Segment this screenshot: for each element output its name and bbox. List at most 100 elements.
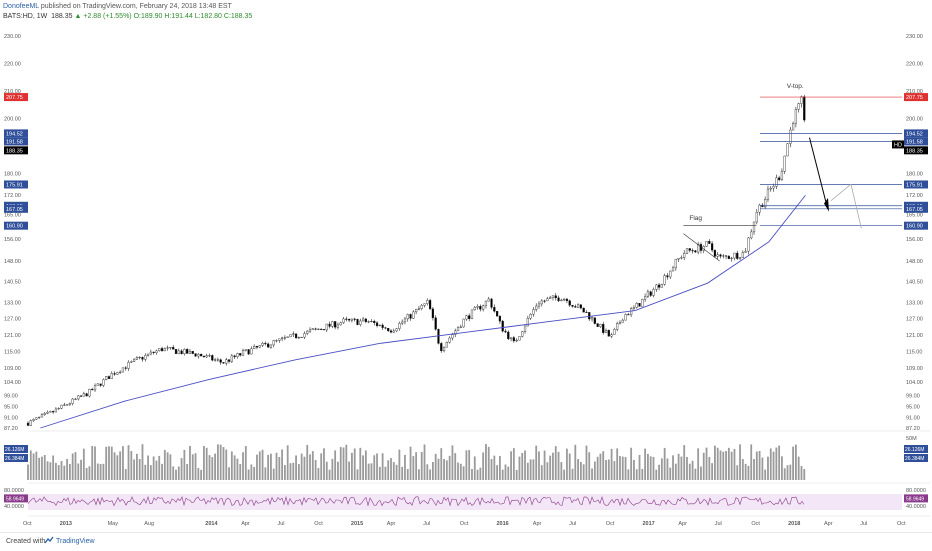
candle-body [554, 295, 557, 299]
volume-bar [149, 465, 152, 480]
candle-body [278, 338, 281, 341]
candle-body [77, 395, 80, 400]
candle-body [160, 348, 164, 352]
volume-bar [487, 446, 490, 480]
y-tick-label-right: 210.00 [906, 89, 923, 95]
candle-body [663, 275, 666, 285]
candle-body [649, 291, 652, 296]
candle-body [487, 298, 490, 302]
candle-body [730, 257, 733, 259]
candle-body [389, 330, 393, 333]
candle-body [124, 367, 127, 369]
candle-body [616, 323, 619, 330]
candle-body [434, 317, 437, 330]
volume-bar [627, 469, 630, 480]
volume-bar [518, 456, 521, 480]
candle-body [49, 411, 52, 413]
price-level-label-left: 191.58 [6, 139, 23, 145]
volume-bar [161, 463, 163, 480]
volume-bar [599, 453, 602, 480]
volume-bar [448, 455, 451, 480]
volume-bar [688, 463, 691, 480]
volume-bar [306, 444, 309, 480]
candle-body [317, 328, 320, 330]
candle-body [428, 300, 432, 310]
volume-bar [451, 445, 454, 480]
volume-bar [328, 469, 331, 480]
volume-bar [387, 460, 390, 480]
candle-body [79, 395, 83, 397]
candle-body [747, 237, 750, 252]
tradingview-brand[interactable]: TradingView [56, 538, 95, 545]
candle-body [169, 347, 172, 349]
volume-bar [267, 454, 270, 480]
volume-bar [526, 462, 529, 480]
volume-bar [457, 462, 459, 480]
candle-body [716, 254, 719, 257]
x-tick-label: Oct [314, 521, 323, 527]
candle-body [685, 248, 689, 254]
y-tick-label-left: 210.00 [4, 89, 21, 95]
volume-bar [557, 451, 560, 480]
volume-bar [35, 451, 38, 480]
volume-bar [705, 447, 708, 480]
candle-body [345, 318, 348, 320]
candle-body [549, 297, 552, 299]
volume-bar [552, 452, 554, 480]
volume-bar [535, 445, 538, 480]
volume-bar [384, 466, 387, 480]
volume-bar [80, 459, 82, 480]
volume-bar [390, 458, 392, 480]
volume-bar [200, 469, 203, 480]
volume-bar [91, 446, 94, 480]
candle-body [515, 339, 518, 342]
x-tick-label: May [108, 521, 119, 527]
candle-body [778, 177, 781, 180]
price-chart[interactable]: 230.00 230.00 220.00 220.00 210.00 210.00 200.… [0, 0, 932, 532]
volume-bar [412, 456, 415, 480]
volume-bar [376, 453, 378, 480]
candle-body [426, 300, 429, 304]
candle-body [571, 304, 574, 307]
volume-bar [152, 456, 155, 480]
candle-body [230, 355, 233, 362]
price-level-label-right: 207.75 [906, 95, 923, 101]
volume-bar [186, 464, 189, 480]
candle-body [599, 324, 602, 327]
y-tick-label-left: 99.00 [4, 394, 18, 400]
candle-body [535, 305, 538, 310]
volume-bar [88, 466, 91, 480]
candle-body [38, 416, 41, 418]
volume-bar [429, 469, 431, 480]
volume-bar [582, 464, 585, 480]
candle-body [588, 312, 591, 320]
volume-bar [348, 461, 351, 480]
volume-bar [499, 455, 501, 480]
candle-body [719, 254, 722, 257]
y-tick-label-right: 156.00 [906, 237, 923, 243]
candle-body [60, 404, 63, 409]
volume-bar [183, 449, 186, 480]
candle-body [705, 241, 708, 247]
volume-bar [130, 451, 133, 480]
y-tick-label-right: 148.00 [906, 259, 923, 265]
volume-bar [113, 452, 116, 480]
volume-bar [613, 461, 616, 480]
volume-bar [158, 455, 161, 480]
x-tick-label: Oct [897, 521, 906, 527]
arrow-head [824, 197, 830, 212]
candle-body [227, 359, 231, 362]
volume-bar [105, 446, 108, 480]
moving-average-line [40, 194, 806, 429]
flag-lower-line [683, 233, 720, 262]
volume-bar [52, 455, 55, 480]
volume-bar [574, 444, 577, 480]
candle-body [200, 354, 203, 357]
author-link[interactable]: DonofeeML [3, 3, 39, 10]
volume-bar [778, 445, 781, 480]
candle-body [82, 393, 85, 397]
candle-body [107, 376, 111, 379]
volume-bar [136, 453, 138, 480]
volume-bar [566, 448, 568, 480]
volume-tag-left [4, 454, 28, 462]
